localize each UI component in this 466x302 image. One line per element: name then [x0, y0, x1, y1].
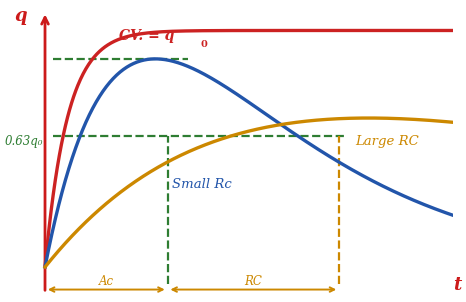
- Text: Ac: Ac: [99, 275, 114, 288]
- Text: CV. = q: CV. = q: [118, 29, 174, 43]
- Text: Small Rc: Small Rc: [171, 178, 232, 191]
- Text: Large RC: Large RC: [356, 135, 419, 148]
- Text: 0.63q₀: 0.63q₀: [4, 135, 43, 148]
- Text: t: t: [453, 275, 462, 294]
- Text: RC: RC: [244, 275, 262, 288]
- Text: 0: 0: [200, 40, 207, 49]
- Text: q: q: [14, 7, 27, 25]
